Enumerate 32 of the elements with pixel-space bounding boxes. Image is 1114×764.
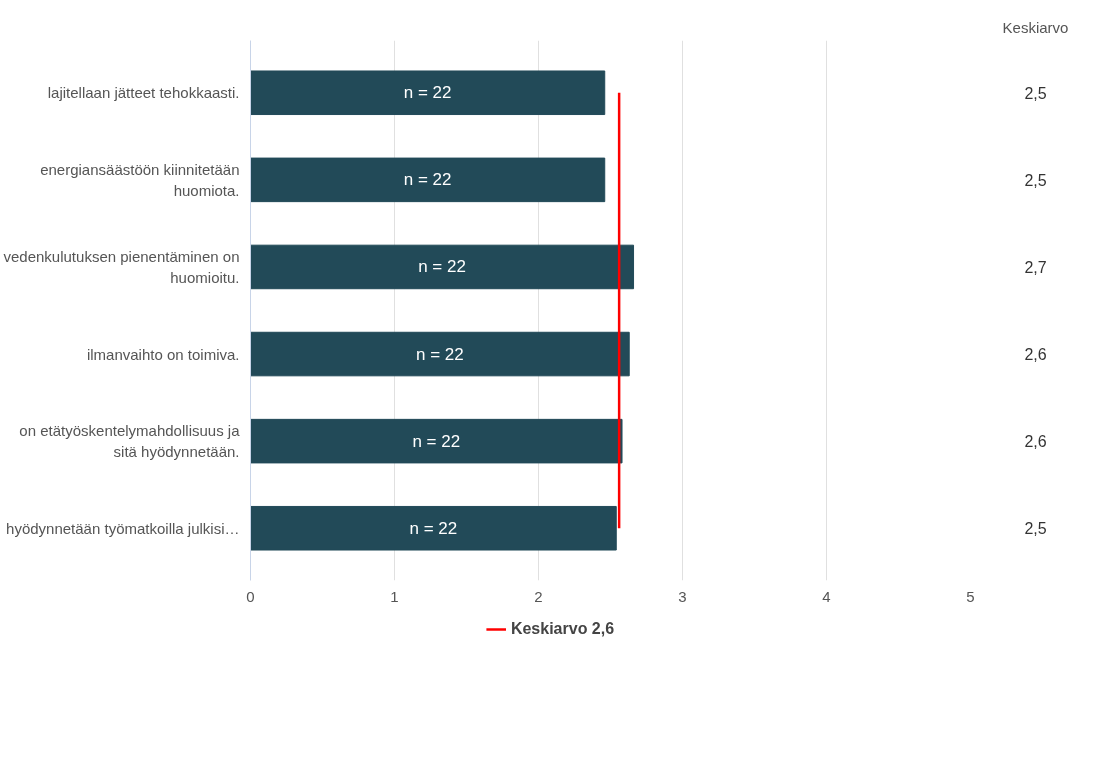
bar — [250, 244, 635, 290]
x-tick-label: 4 — [822, 587, 831, 605]
x-tick-label: 3 — [678, 587, 687, 605]
text: Keskiarvo — [1002, 18, 1069, 36]
annotation: n = 22 — [418, 257, 466, 277]
data-label: 2,6 — [1024, 346, 1047, 364]
y-tick-label: vedenkulutuksen pienentäminen on huomioitu. — [3, 248, 240, 286]
annotation: n = 22 — [403, 170, 452, 190]
bar — [250, 70, 606, 116]
x-tick-label: 1 — [390, 587, 399, 605]
y-tick-label: ilmanvaihto on toimiva. — [86, 345, 240, 363]
bar — [250, 331, 630, 377]
x-tick-label: 0 — [246, 587, 255, 605]
bar — [250, 418, 623, 464]
y-tick-label: energiansäästöön kiinnitetään huomiota. — [40, 161, 240, 199]
data-label: 2,5 — [1024, 171, 1047, 189]
data-label: 2,5 — [1024, 520, 1047, 538]
data-label: 2,7 — [1024, 258, 1047, 276]
annotation: n = 22 — [412, 431, 461, 451]
bar — [250, 157, 606, 203]
annotation: n = 22 — [415, 344, 464, 364]
legend-label: Keskiarvo 2,6 — [510, 620, 615, 638]
data-label: 2,5 — [1024, 84, 1047, 102]
y-tick-label: hyödynnetään työmatkoilla julkisi… — [6, 519, 240, 537]
x-tick-label: 5 — [966, 587, 975, 605]
x-tick-label: 2 — [534, 587, 543, 605]
bar — [250, 505, 617, 551]
y-tick-label: on etätyöskentelymahdollisuus ja sitä hyödynnetään. — [19, 422, 241, 460]
y-tick-label: lajitellaan jätteet tehokkaasti. — [47, 84, 240, 102]
data-label: 2,6 — [1024, 433, 1047, 451]
annotation: n = 22 — [409, 518, 458, 538]
annotation: n = 22 — [403, 83, 452, 103]
